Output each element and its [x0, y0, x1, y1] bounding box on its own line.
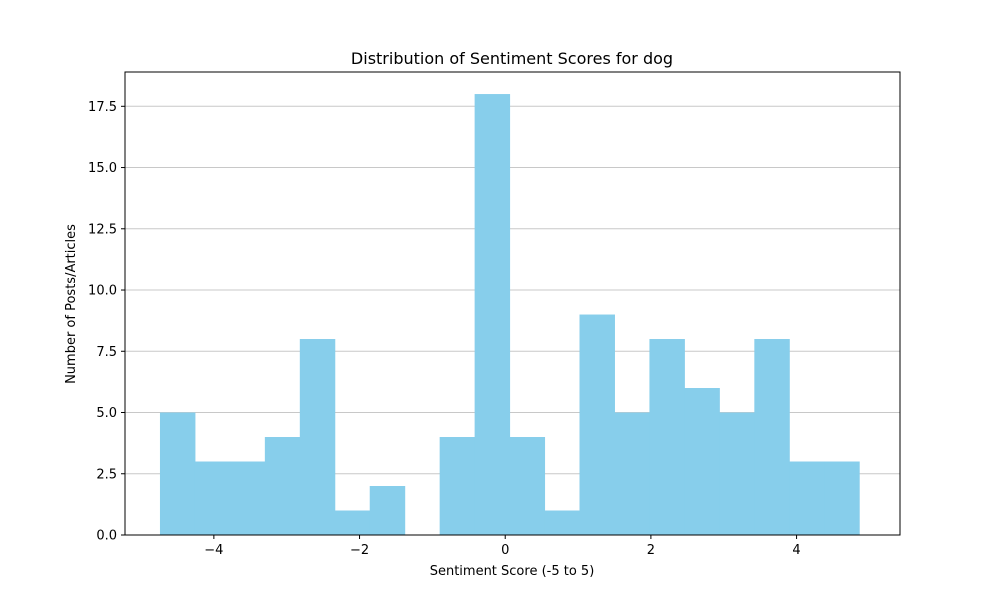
- y-tick-label: 12.5: [88, 222, 117, 237]
- histogram-bar: [334, 510, 371, 535]
- histogram-bar: [509, 437, 546, 535]
- histogram-bar: [754, 339, 790, 535]
- y-tick-label: 5.0: [96, 406, 117, 421]
- bars: [159, 94, 860, 536]
- x-axis-label: Sentiment Score (-5 to 5): [430, 564, 595, 579]
- x-tick-label: 4: [792, 543, 800, 558]
- histogram-bar: [789, 461, 825, 535]
- histogram-bar: [614, 412, 650, 535]
- y-tick-label: 17.5: [88, 100, 117, 115]
- histogram-bar: [824, 461, 860, 535]
- y-axis-label: Number of Posts/Articles: [64, 224, 79, 384]
- y-tick-label: 15.0: [88, 161, 117, 176]
- y-tick-label: 0.0: [96, 529, 117, 544]
- histogram-bar: [649, 339, 685, 535]
- histogram-bar: [439, 437, 476, 535]
- x-tick-label: 0: [501, 543, 509, 558]
- histogram-bar: [194, 461, 231, 535]
- histogram-bar: [544, 510, 581, 535]
- histogram-bar: [719, 412, 755, 535]
- y-tick-label: 10.0: [88, 284, 117, 299]
- x-tick-label: −2: [350, 543, 369, 558]
- axis-ticks: 0.0 2.5 5.0 7.5 10.0 12.5 15.0 17.5 −4 −2 0 2 4: [88, 100, 801, 558]
- x-tick-label: −4: [204, 543, 223, 558]
- y-tick-label: 7.5: [96, 345, 117, 360]
- histogram-bar: [474, 94, 511, 536]
- x-tick-label: 2: [647, 543, 655, 558]
- histogram-bar: [159, 412, 196, 535]
- plot-frame: [124, 71, 901, 536]
- histogram-bar: [684, 388, 720, 535]
- y-tick-label: 2.5: [96, 467, 117, 482]
- histogram-bar: [229, 461, 266, 535]
- histogram-bar: [579, 314, 615, 535]
- histogram-bar: [299, 339, 336, 535]
- histogram-bar: [264, 437, 301, 535]
- histogram-bar: [369, 486, 406, 535]
- chart-title: Distribution of Sentiment Scores for dog: [351, 49, 673, 68]
